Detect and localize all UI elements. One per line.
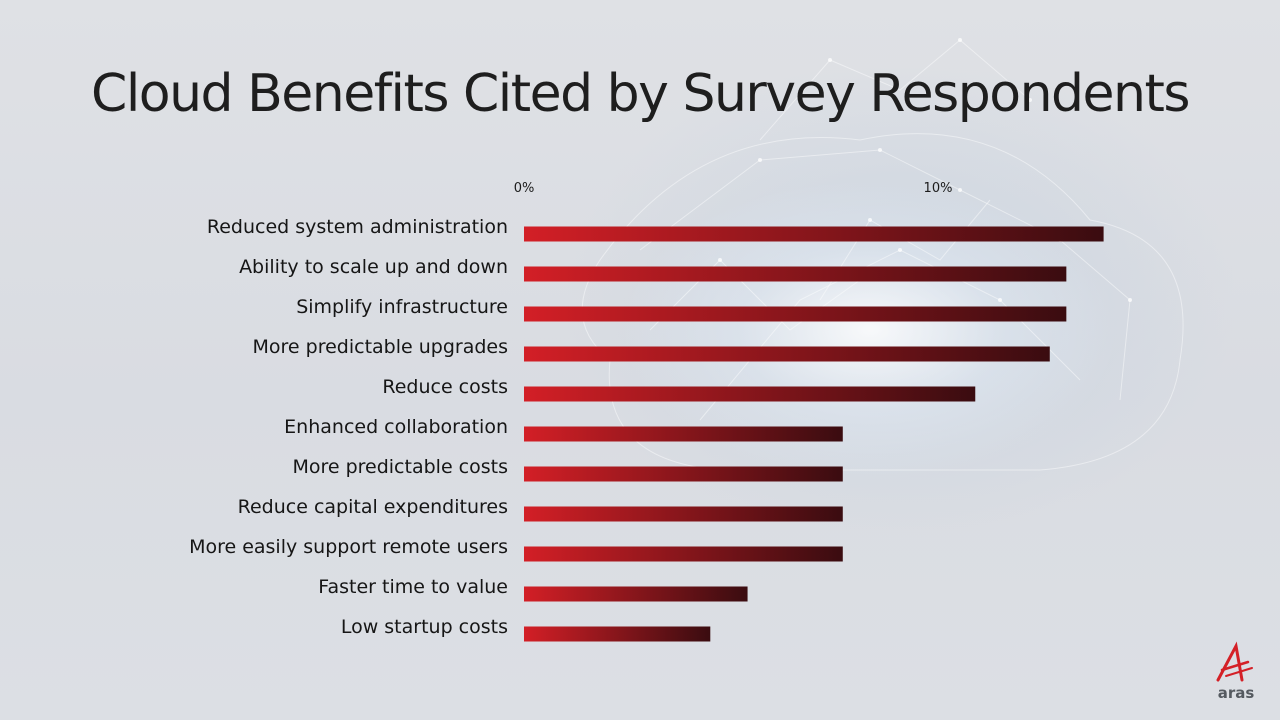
- category-label: Reduce capital expenditures: [238, 496, 508, 518]
- x-tick-label: 0%: [514, 181, 535, 196]
- category-label: Simplify infrastructure: [296, 296, 508, 318]
- category-label: Low startup costs: [341, 616, 508, 638]
- bar: [524, 466, 843, 482]
- bar: [524, 506, 843, 522]
- aras-logo: aras: [1216, 641, 1255, 702]
- category-label: More easily support remote users: [189, 536, 508, 558]
- category-label: Reduced system administration: [207, 216, 508, 238]
- bar: [524, 266, 1067, 282]
- bar: [524, 546, 843, 562]
- page-title: Cloud Benefits Cited by Survey Responden…: [91, 64, 1190, 124]
- category-label: Ability to scale up and down: [239, 256, 508, 278]
- category-label: More predictable costs: [292, 456, 508, 478]
- logo-text: aras: [1218, 684, 1255, 702]
- category-label: Faster time to value: [318, 576, 508, 598]
- x-tick-label: 10%: [924, 181, 953, 196]
- category-label: Enhanced collaboration: [284, 416, 508, 438]
- bar: [524, 226, 1104, 242]
- bar: [524, 306, 1067, 322]
- bar: [524, 386, 976, 402]
- category-label: Reduce costs: [382, 376, 508, 398]
- bar: [524, 426, 843, 442]
- bar: [524, 626, 711, 642]
- bar: [524, 346, 1050, 362]
- category-label: More predictable upgrades: [253, 336, 509, 358]
- bar: [524, 586, 748, 602]
